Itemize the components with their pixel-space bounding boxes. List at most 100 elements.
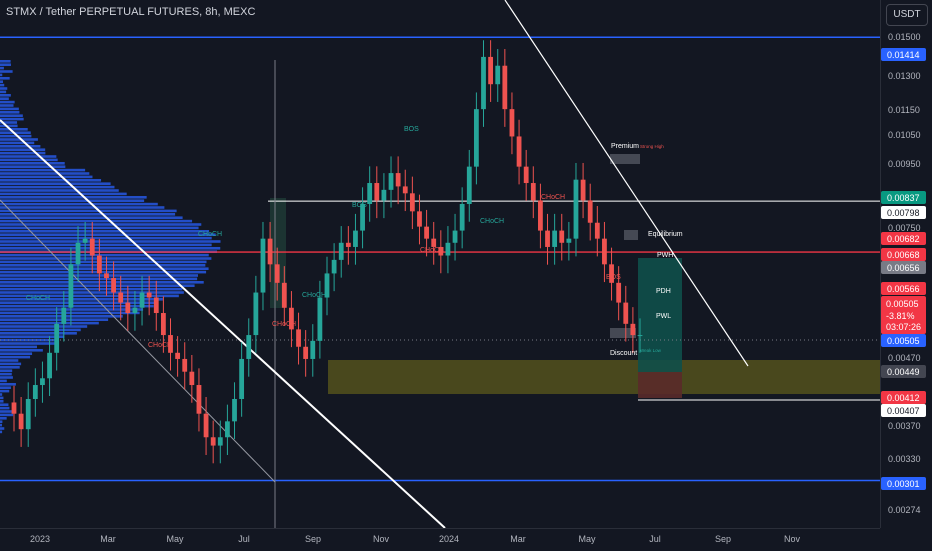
- chart-annotation: CHoCH: [272, 321, 296, 328]
- candle-body: [147, 293, 152, 298]
- candle-body: [616, 283, 621, 303]
- candle-body: [268, 239, 273, 265]
- chart-annotation: Equilibrium: [648, 231, 683, 238]
- time-axis[interactable]: [0, 528, 880, 551]
- chart-annotation: CHoCH: [420, 247, 444, 254]
- candle-body: [317, 298, 322, 341]
- candle-body: [474, 109, 479, 166]
- volume-profile-bar: [0, 91, 6, 94]
- candle-body: [545, 231, 550, 247]
- candle-body: [417, 211, 422, 226]
- currency-button[interactable]: USDT: [886, 4, 928, 26]
- volume-profile-bar: [0, 284, 195, 287]
- chart-annotation: CHoCH: [198, 231, 222, 238]
- volume-profile-bar: [0, 60, 11, 63]
- premium-box: [610, 154, 640, 164]
- candle-body: [111, 278, 116, 292]
- candle-body: [559, 231, 564, 243]
- candle-body: [367, 183, 372, 204]
- volume-profile-bar: [0, 179, 101, 182]
- volume-profile-bar: [0, 417, 7, 420]
- candle-body: [26, 399, 31, 429]
- candle-body: [446, 243, 451, 256]
- volume-profile-bar: [0, 332, 77, 335]
- candle-body: [133, 308, 138, 313]
- candle-body: [211, 437, 216, 445]
- volume-profile-bar: [0, 227, 199, 230]
- volume-profile-bar: [0, 186, 114, 189]
- chart-annotation: CHoCH: [480, 218, 504, 225]
- price-axis[interactable]: [880, 0, 932, 528]
- volume-profile-bar: [0, 128, 28, 131]
- volume-profile-bar: [0, 288, 182, 291]
- volume-profile-bar: [0, 77, 10, 80]
- volume-profile-bar: [0, 315, 123, 318]
- volume-profile-bar: [0, 216, 183, 219]
- volume-profile-bar: [0, 322, 99, 325]
- candle-body: [531, 183, 536, 200]
- volume-profile-bar: [0, 193, 127, 196]
- candle-body: [104, 273, 109, 278]
- candle-body: [275, 264, 280, 282]
- candle-body: [76, 243, 81, 265]
- candle-body: [296, 329, 301, 346]
- candle-body: [69, 264, 74, 307]
- volume-profile-bar: [0, 393, 2, 396]
- volume-profile-bar: [0, 312, 140, 315]
- volume-profile-bar: [0, 148, 45, 151]
- volume-profile-bar: [0, 244, 212, 247]
- volume-profile-bar: [0, 325, 87, 328]
- volume-profile-bar: [0, 278, 197, 281]
- candle-body: [510, 109, 515, 136]
- volume-profile-bar: [0, 104, 14, 107]
- volume-profile-bar: [0, 210, 177, 213]
- candle-body: [161, 313, 166, 335]
- candle-body: [225, 421, 230, 437]
- volume-profile-bar: [0, 400, 4, 403]
- candle-body: [495, 66, 500, 84]
- volume-profile-bar: [0, 142, 34, 145]
- volume-profile-bar: [0, 373, 12, 376]
- volume-profile-bar: [0, 318, 108, 321]
- volume-profile-bar: [0, 352, 32, 355]
- candle-body: [140, 293, 145, 308]
- volume-profile-bar: [0, 67, 4, 70]
- volume-profile-bar: [0, 206, 164, 209]
- volume-profile-bar: [0, 118, 24, 121]
- volume-profile-bar: [0, 414, 13, 417]
- candle-body: [595, 223, 600, 239]
- candle-body: [403, 186, 408, 193]
- candle-body: [118, 293, 123, 303]
- volume-profile-bar: [0, 254, 209, 257]
- candle-body: [47, 353, 52, 378]
- volume-profile-bar: [0, 369, 12, 372]
- volume-profile-bar: [0, 366, 20, 369]
- candle-body: [154, 298, 159, 313]
- candle-body: [175, 353, 180, 359]
- volume-profile-bar: [0, 145, 40, 148]
- candle-body: [346, 243, 351, 247]
- candle-body: [638, 335, 643, 336]
- candle-body: [282, 283, 287, 308]
- candle-body: [538, 200, 543, 230]
- chart-annotation: PDH: [656, 288, 671, 295]
- chart-annotation: Weak Low: [640, 348, 662, 353]
- candle-body: [566, 239, 571, 243]
- candle-body: [431, 239, 436, 247]
- volume-profile-bar: [0, 172, 89, 175]
- volume-profile-bar: [0, 363, 21, 366]
- chart-annotation: BOS: [404, 126, 419, 133]
- candle-body: [481, 57, 486, 109]
- chart-annotation: CHoCH: [26, 295, 50, 302]
- volume-profile-bar: [0, 247, 220, 250]
- volume-profile-bar: [0, 114, 23, 117]
- candle-body: [574, 180, 579, 239]
- volume-profile-bar: [0, 63, 11, 66]
- candle-body: [239, 359, 244, 399]
- demand-zone: [328, 360, 880, 394]
- candle-body: [218, 437, 223, 445]
- chart-annotation: BOS: [606, 274, 621, 281]
- volume-profile-bar: [0, 165, 65, 168]
- chart-annotation: CHoCH: [148, 342, 172, 349]
